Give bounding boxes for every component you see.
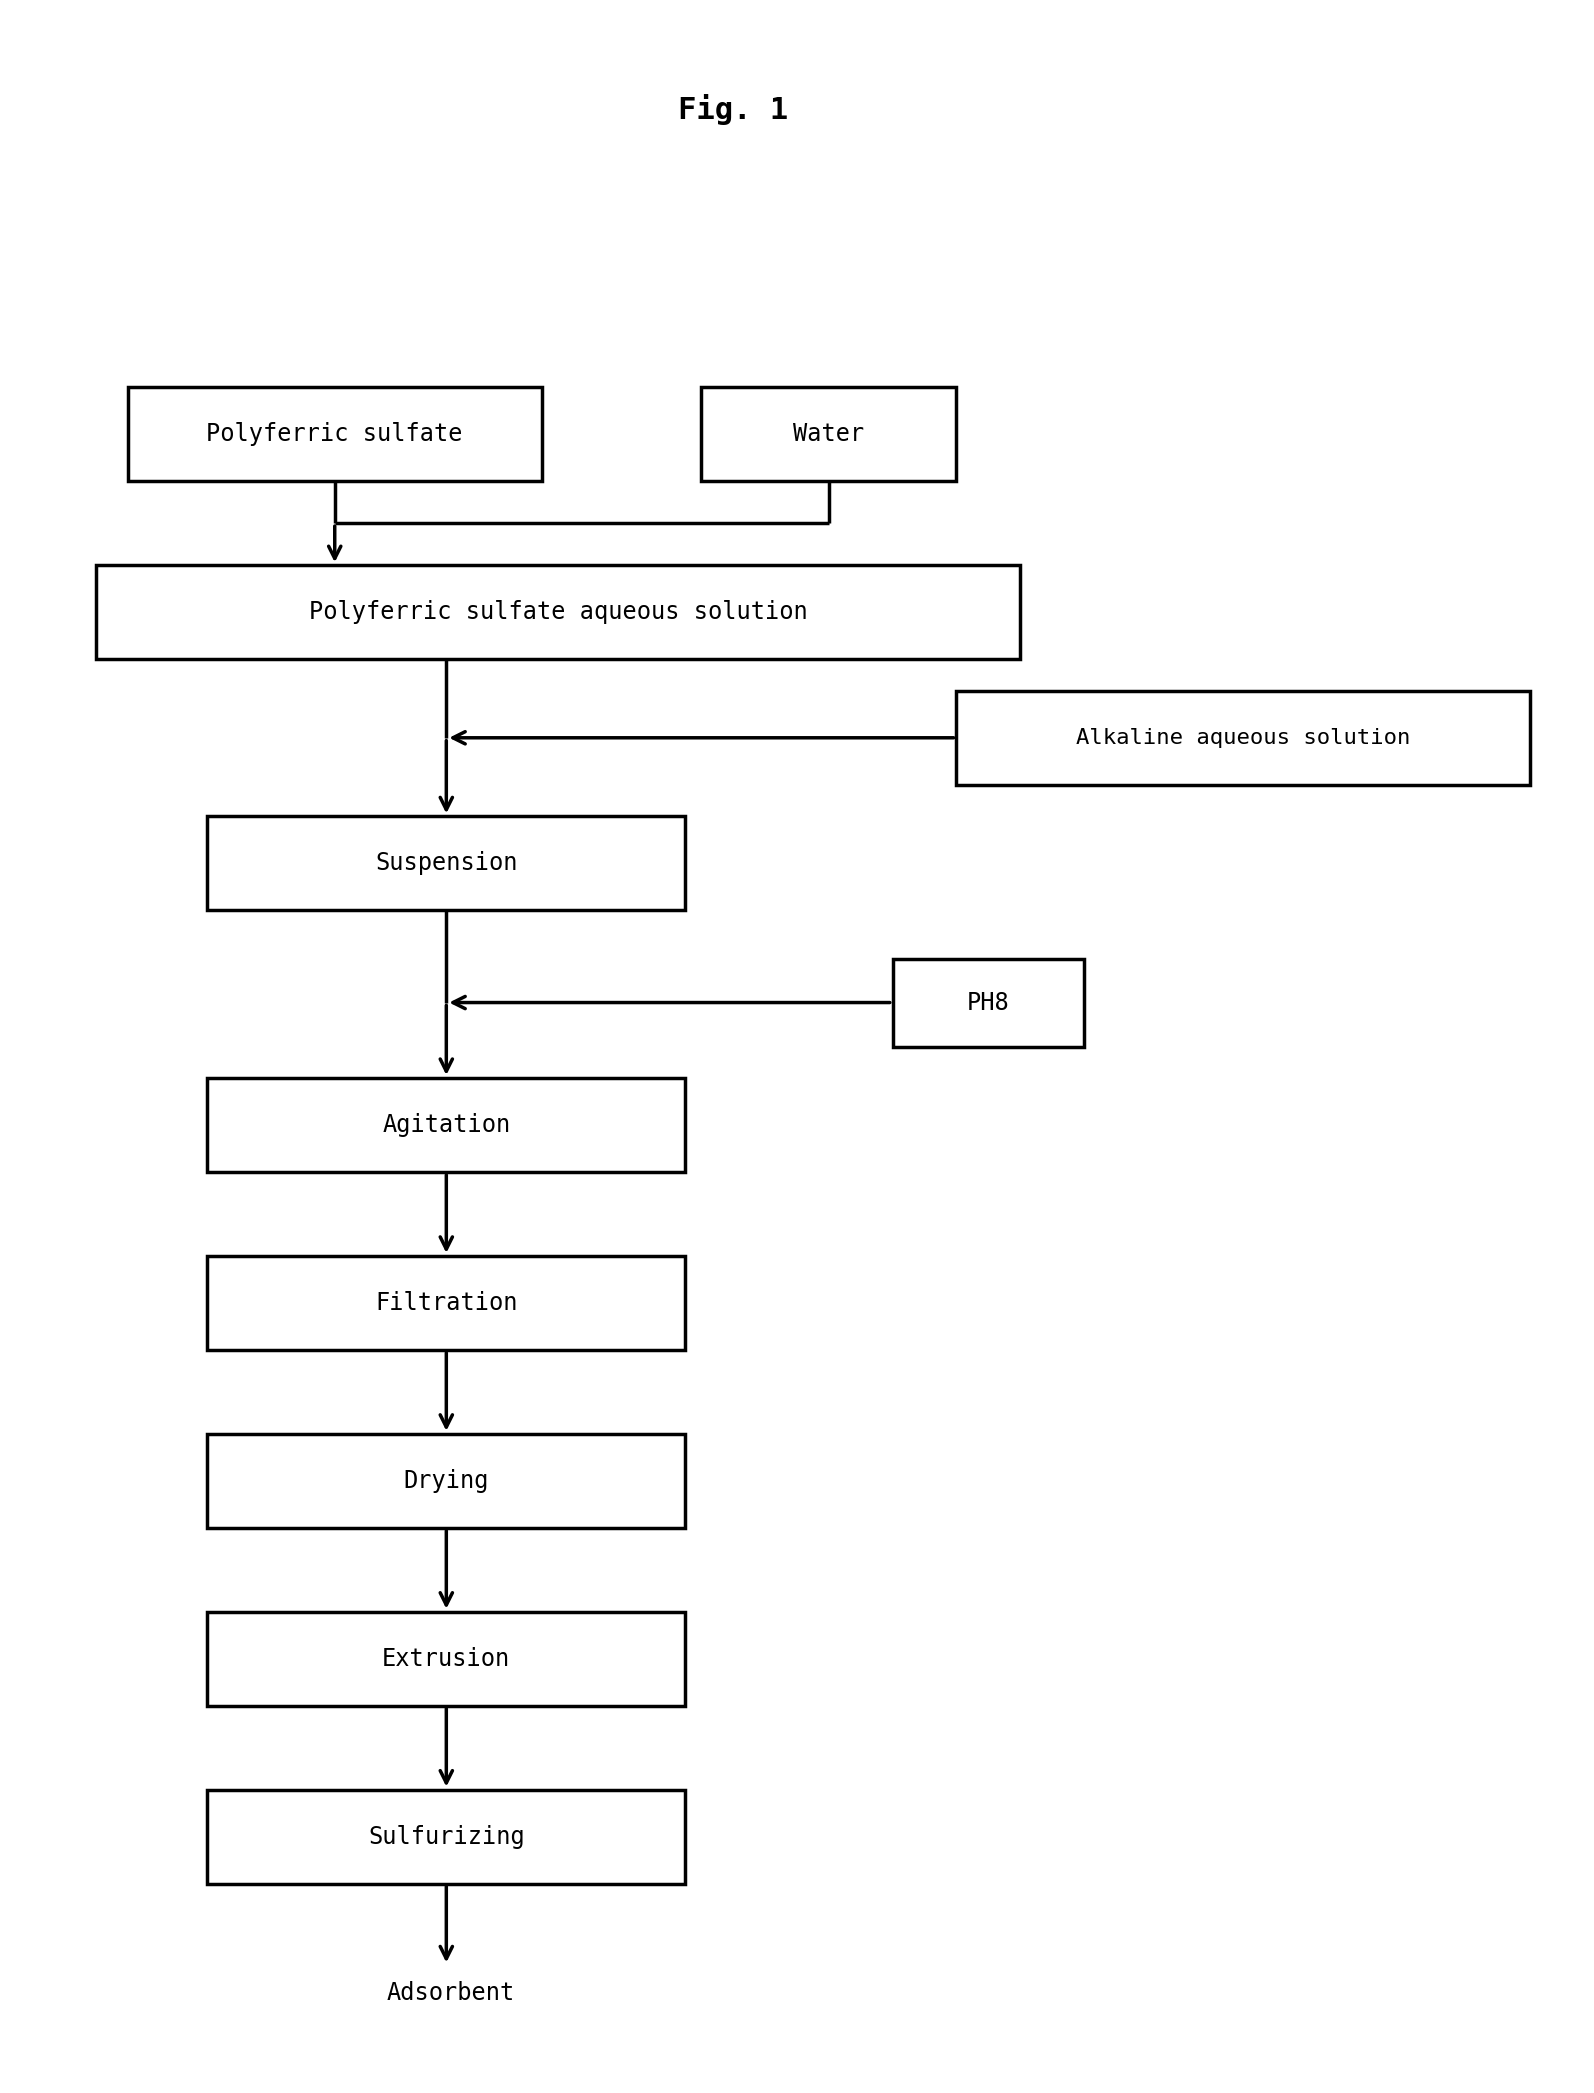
- Text: PH8: PH8: [968, 990, 1009, 1015]
- FancyBboxPatch shape: [701, 387, 956, 481]
- Text: Fig. 1: Fig. 1: [677, 94, 789, 126]
- FancyBboxPatch shape: [207, 1790, 685, 1884]
- Text: Sulfurizing: Sulfurizing: [368, 1825, 524, 1848]
- Text: Alkaline aqueous solution: Alkaline aqueous solution: [1076, 728, 1411, 747]
- Text: Water: Water: [794, 423, 864, 446]
- FancyBboxPatch shape: [893, 959, 1084, 1046]
- Text: Suspension: Suspension: [375, 852, 518, 875]
- FancyBboxPatch shape: [956, 691, 1530, 785]
- Text: Polyferric sulfate: Polyferric sulfate: [207, 423, 462, 446]
- Text: Polyferric sulfate aqueous solution: Polyferric sulfate aqueous solution: [309, 601, 807, 624]
- FancyBboxPatch shape: [207, 1078, 685, 1172]
- FancyBboxPatch shape: [207, 816, 685, 910]
- Text: Agitation: Agitation: [383, 1113, 510, 1136]
- FancyBboxPatch shape: [128, 387, 542, 481]
- FancyBboxPatch shape: [207, 1434, 685, 1528]
- FancyBboxPatch shape: [207, 1256, 685, 1350]
- Text: Drying: Drying: [403, 1469, 489, 1492]
- Text: Adsorbent: Adsorbent: [387, 1980, 515, 2005]
- Text: Filtration: Filtration: [375, 1291, 518, 1314]
- FancyBboxPatch shape: [96, 565, 1020, 659]
- Text: Extrusion: Extrusion: [383, 1647, 510, 1670]
- FancyBboxPatch shape: [207, 1612, 685, 1706]
